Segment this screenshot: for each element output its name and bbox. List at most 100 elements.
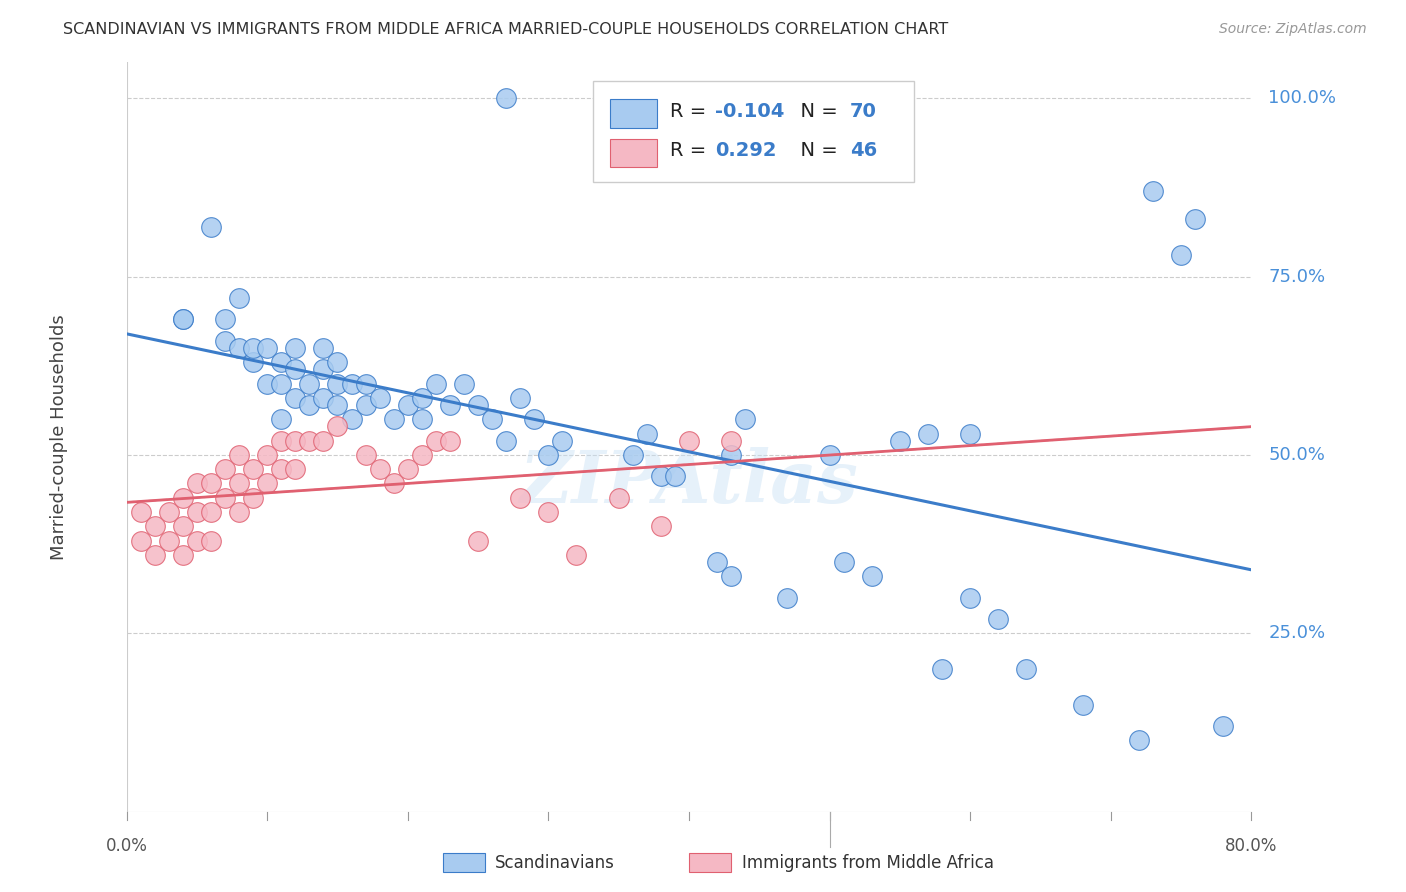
Point — [1142, 184, 1164, 198]
Text: 70: 70 — [849, 102, 877, 120]
Point — [382, 476, 405, 491]
Point — [200, 219, 222, 234]
Point — [284, 362, 307, 376]
Point — [157, 505, 180, 519]
Point — [340, 376, 363, 391]
Point — [776, 591, 799, 605]
Point — [495, 91, 517, 105]
Point — [270, 434, 292, 448]
Text: 100.0%: 100.0% — [1268, 89, 1336, 107]
Point — [439, 434, 461, 448]
Point — [200, 505, 222, 519]
Text: 0.292: 0.292 — [714, 141, 776, 161]
Point — [172, 312, 194, 326]
Point — [959, 426, 981, 441]
Point — [228, 476, 250, 491]
Point — [354, 376, 377, 391]
Point — [467, 398, 489, 412]
Text: ZIPAtlas: ZIPAtlas — [520, 447, 858, 517]
Point — [298, 434, 321, 448]
Text: Scandinavians: Scandinavians — [495, 854, 614, 871]
Text: 46: 46 — [849, 141, 877, 161]
Point — [509, 491, 531, 505]
Text: R =: R = — [669, 141, 713, 161]
Point — [172, 548, 194, 562]
Point — [382, 412, 405, 426]
Text: R =: R = — [669, 102, 713, 120]
Point — [242, 462, 264, 476]
Point — [214, 462, 236, 476]
Point — [270, 462, 292, 476]
Text: -0.104: -0.104 — [714, 102, 785, 120]
Point — [284, 391, 307, 405]
Text: 75.0%: 75.0% — [1268, 268, 1326, 285]
Point — [256, 376, 278, 391]
Point — [537, 448, 560, 462]
Point — [326, 355, 349, 369]
Point — [931, 662, 953, 676]
Point — [326, 419, 349, 434]
Point — [1071, 698, 1094, 712]
Point — [270, 412, 292, 426]
Point — [312, 434, 335, 448]
Point — [200, 533, 222, 548]
Point — [664, 469, 686, 483]
Point — [1170, 248, 1192, 262]
Point — [312, 391, 335, 405]
Point — [354, 398, 377, 412]
Point — [186, 476, 208, 491]
Point — [565, 548, 588, 562]
Point — [425, 434, 447, 448]
Point — [312, 341, 335, 355]
Point — [200, 476, 222, 491]
Point — [228, 505, 250, 519]
Point — [987, 612, 1010, 626]
Text: N =: N = — [787, 102, 844, 120]
Point — [1015, 662, 1038, 676]
Point — [256, 476, 278, 491]
Point — [818, 448, 841, 462]
Point — [889, 434, 911, 448]
Point — [621, 448, 644, 462]
Text: N =: N = — [787, 141, 844, 161]
Point — [186, 533, 208, 548]
Text: 0.0%: 0.0% — [105, 837, 148, 855]
Point — [256, 341, 278, 355]
Point — [720, 569, 742, 583]
Point — [467, 533, 489, 548]
Point — [396, 398, 419, 412]
Point — [242, 355, 264, 369]
Point — [411, 412, 433, 426]
Point — [1184, 212, 1206, 227]
Point — [607, 491, 630, 505]
Point — [298, 398, 321, 412]
Point — [340, 412, 363, 426]
Point — [298, 376, 321, 391]
FancyBboxPatch shape — [593, 81, 914, 182]
Point — [284, 434, 307, 448]
Point — [129, 533, 152, 548]
Point — [186, 505, 208, 519]
Point — [720, 434, 742, 448]
Text: SCANDINAVIAN VS IMMIGRANTS FROM MIDDLE AFRICA MARRIED-COUPLE HOUSEHOLDS CORRELAT: SCANDINAVIAN VS IMMIGRANTS FROM MIDDLE A… — [63, 22, 949, 37]
Point — [368, 391, 391, 405]
Text: Immigrants from Middle Africa: Immigrants from Middle Africa — [742, 854, 994, 871]
Point — [214, 334, 236, 348]
Point — [481, 412, 503, 426]
Text: 80.0%: 80.0% — [1225, 837, 1278, 855]
Point — [143, 519, 166, 533]
Point — [312, 362, 335, 376]
Point — [172, 312, 194, 326]
Point — [228, 291, 250, 305]
Point — [129, 505, 152, 519]
Point — [832, 555, 855, 569]
Point — [172, 519, 194, 533]
Point — [228, 448, 250, 462]
Point — [650, 519, 672, 533]
Point — [917, 426, 939, 441]
Point — [439, 398, 461, 412]
Point — [354, 448, 377, 462]
Point — [453, 376, 475, 391]
Point — [860, 569, 883, 583]
Text: 50.0%: 50.0% — [1268, 446, 1324, 464]
